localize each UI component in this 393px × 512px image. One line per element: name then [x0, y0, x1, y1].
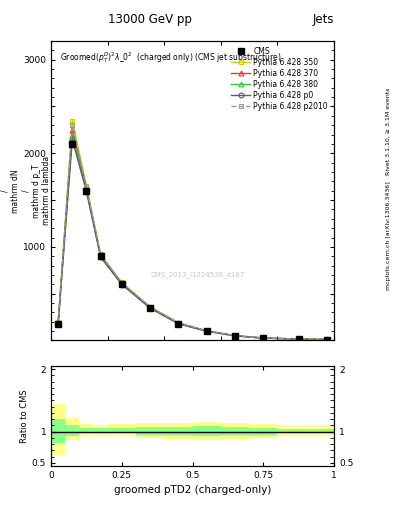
Pythia 6.428 380	[84, 187, 89, 193]
Pythia 6.428 380	[176, 321, 181, 327]
Pythia 6.428 p0	[84, 188, 89, 195]
Pythia 6.428 370	[233, 333, 237, 339]
Pythia 6.428 p2010	[296, 336, 301, 342]
Pythia 6.428 350	[70, 117, 75, 123]
Pythia 6.428 380	[296, 336, 301, 342]
Pythia 6.428 370	[296, 336, 301, 342]
CMS	[204, 328, 209, 334]
Line: Pythia 6.428 370: Pythia 6.428 370	[56, 127, 329, 342]
Pythia 6.428 350	[296, 336, 301, 342]
Pythia 6.428 370	[204, 328, 209, 334]
Pythia 6.428 p2010	[176, 320, 181, 326]
Pythia 6.428 350	[119, 280, 124, 286]
Pythia 6.428 380	[56, 321, 61, 327]
Pythia 6.428 350	[204, 328, 209, 334]
CMS	[98, 253, 103, 259]
Pythia 6.428 380	[261, 335, 266, 341]
Line: Pythia 6.428 p2010: Pythia 6.428 p2010	[56, 123, 329, 342]
CMS	[70, 141, 75, 147]
CMS	[325, 336, 329, 343]
Pythia 6.428 p0	[296, 336, 301, 342]
CMS	[176, 321, 181, 327]
Text: CMS_2013_I1224539_d187: CMS_2013_I1224539_d187	[151, 271, 245, 278]
CMS	[84, 188, 89, 194]
Pythia 6.428 p0	[56, 321, 61, 327]
Pythia 6.428 370	[325, 336, 329, 343]
Pythia 6.428 p2010	[148, 304, 152, 310]
Pythia 6.428 p2010	[204, 328, 209, 334]
Pythia 6.428 p2010	[56, 319, 61, 326]
Pythia 6.428 370	[148, 304, 152, 310]
Text: 13000 GeV pp: 13000 GeV pp	[108, 13, 192, 26]
Pythia 6.428 380	[70, 132, 75, 138]
Pythia 6.428 p2010	[325, 336, 329, 343]
Pythia 6.428 370	[176, 320, 181, 326]
Pythia 6.428 380	[325, 336, 329, 343]
Legend: CMS, Pythia 6.428 350, Pythia 6.428 370, Pythia 6.428 380, Pythia 6.428 p0, Pyth: CMS, Pythia 6.428 350, Pythia 6.428 370,…	[229, 45, 330, 113]
CMS	[233, 333, 237, 339]
Pythia 6.428 370	[98, 252, 103, 259]
Pythia 6.428 350	[56, 319, 61, 325]
X-axis label: groomed pTD2 (charged-only): groomed pTD2 (charged-only)	[114, 485, 271, 495]
CMS	[296, 336, 301, 342]
CMS	[148, 305, 152, 311]
Pythia 6.428 p0	[70, 136, 75, 142]
Pythia 6.428 350	[261, 335, 266, 341]
Text: mcplots.cern.ch [arXiv:1306.3436]: mcplots.cern.ch [arXiv:1306.3436]	[386, 181, 391, 290]
Pythia 6.428 380	[98, 253, 103, 259]
Pythia 6.428 p2010	[98, 252, 103, 258]
Pythia 6.428 p0	[176, 321, 181, 327]
Pythia 6.428 p2010	[119, 280, 124, 286]
Pythia 6.428 p0	[148, 305, 152, 311]
Pythia 6.428 350	[325, 336, 329, 343]
Line: Pythia 6.428 380: Pythia 6.428 380	[56, 132, 329, 342]
Pythia 6.428 p0	[204, 328, 209, 334]
Pythia 6.428 370	[56, 320, 61, 326]
CMS	[56, 321, 61, 327]
Pythia 6.428 370	[70, 127, 75, 133]
Pythia 6.428 p0	[98, 254, 103, 260]
Pythia 6.428 p0	[119, 282, 124, 288]
Pythia 6.428 p2010	[233, 332, 237, 338]
Pythia 6.428 380	[148, 305, 152, 311]
Pythia 6.428 380	[119, 281, 124, 287]
Pythia 6.428 p2010	[84, 184, 89, 190]
Pythia 6.428 370	[84, 185, 89, 191]
Pythia 6.428 p0	[325, 336, 329, 343]
Line: Pythia 6.428 350: Pythia 6.428 350	[56, 118, 329, 342]
Y-axis label: Ratio to CMS: Ratio to CMS	[20, 389, 29, 443]
Text: Groomed$(p_T^D)^2\lambda\_0^2$  (charged only) (CMS jet substructure): Groomed$(p_T^D)^2\lambda\_0^2$ (charged …	[60, 50, 281, 65]
CMS	[261, 335, 266, 341]
Pythia 6.428 p0	[261, 335, 266, 341]
Pythia 6.428 350	[98, 251, 103, 258]
Pythia 6.428 350	[148, 304, 152, 310]
Pythia 6.428 350	[84, 183, 89, 189]
Line: Pythia 6.428 p0: Pythia 6.428 p0	[56, 137, 329, 342]
Pythia 6.428 380	[204, 328, 209, 334]
Pythia 6.428 370	[261, 335, 266, 341]
Y-axis label: 1
/
mathrm dN
/
mathrm d p_T
mathrm d lambda: 1 / mathrm dN / mathrm d p_T mathrm d la…	[0, 156, 51, 225]
Pythia 6.428 p0	[233, 333, 237, 339]
Pythia 6.428 p2010	[261, 335, 266, 341]
Text: Rivet 3.1.10, ≥ 3.1M events: Rivet 3.1.10, ≥ 3.1M events	[386, 87, 391, 175]
Line: CMS: CMS	[55, 141, 330, 343]
Pythia 6.428 370	[119, 280, 124, 286]
Pythia 6.428 380	[233, 333, 237, 339]
Text: Jets: Jets	[312, 13, 334, 26]
Pythia 6.428 350	[176, 319, 181, 326]
Pythia 6.428 p2010	[70, 122, 75, 129]
Pythia 6.428 350	[233, 332, 237, 338]
CMS	[119, 281, 124, 287]
